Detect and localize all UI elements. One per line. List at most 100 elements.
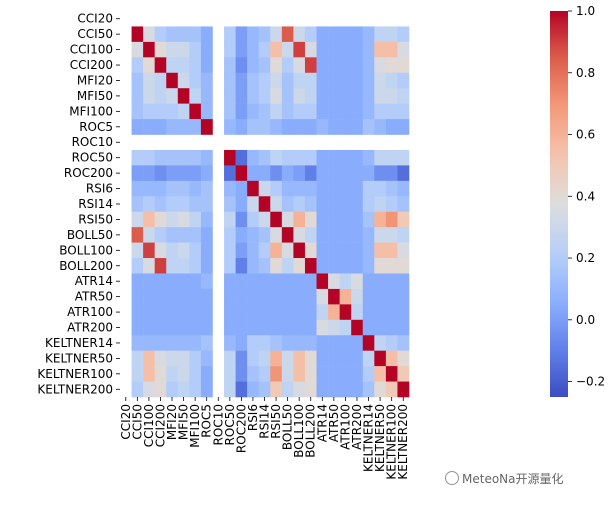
heatmap-cell bbox=[154, 304, 167, 321]
heatmap-cell bbox=[270, 72, 283, 89]
heatmap-cell bbox=[247, 149, 260, 166]
heatmap-cell bbox=[351, 196, 364, 213]
heatmap-cell bbox=[270, 350, 283, 367]
heatmap-cell bbox=[374, 273, 387, 290]
heatmap-cell bbox=[362, 335, 375, 351]
heatmap-cell bbox=[154, 211, 167, 228]
heatmap-cell bbox=[258, 211, 271, 228]
heatmap-cell bbox=[362, 149, 375, 166]
heatmap-cell bbox=[247, 57, 260, 74]
y-tick-label: MFI100 bbox=[69, 104, 113, 118]
heatmap-cell bbox=[304, 119, 317, 135]
heatmap-cell bbox=[339, 26, 352, 43]
x-tick-label: ROC200 bbox=[234, 404, 248, 453]
colorbar-tick-label: 0.0 bbox=[576, 313, 595, 327]
heatmap-cell bbox=[166, 381, 179, 398]
heatmap-cell bbox=[258, 350, 271, 367]
heatmap-cell bbox=[328, 381, 340, 398]
heatmap-cell bbox=[131, 196, 144, 213]
x-tick-label: KELTNER200 bbox=[396, 404, 410, 480]
heatmap-cell bbox=[200, 149, 213, 166]
heatmap-cell bbox=[258, 165, 271, 182]
heatmap-cell bbox=[247, 196, 260, 213]
heatmap-cell bbox=[293, 381, 306, 398]
heatmap-cell bbox=[154, 242, 167, 259]
heatmap-cell bbox=[258, 242, 271, 259]
heatmap-cell bbox=[281, 196, 294, 213]
heatmap-cell bbox=[258, 149, 271, 166]
heatmap-cell bbox=[177, 335, 190, 351]
heatmap-cell bbox=[397, 57, 410, 74]
heatmap-cell bbox=[177, 319, 190, 336]
heatmap-cell bbox=[177, 72, 190, 89]
heatmap-cell bbox=[339, 304, 352, 321]
heatmap-cell bbox=[339, 149, 352, 166]
heatmap-cell bbox=[200, 242, 213, 259]
heatmap-cell bbox=[374, 180, 387, 197]
heatmap-cell bbox=[235, 72, 248, 89]
colorbar-tick-label: 0.2 bbox=[576, 251, 595, 265]
heatmap-cell bbox=[235, 119, 248, 135]
heatmap-cell bbox=[177, 180, 190, 197]
heatmap-cell bbox=[247, 165, 260, 182]
heatmap-cell bbox=[200, 304, 213, 321]
heatmap-cell bbox=[281, 103, 294, 120]
heatmap-cell bbox=[316, 41, 329, 58]
heatmap-cell bbox=[235, 196, 248, 213]
y-tick-label: ATR100 bbox=[67, 305, 113, 319]
heatmap-cell bbox=[304, 41, 317, 58]
heatmap-cell bbox=[362, 41, 375, 58]
heatmap-cell bbox=[189, 366, 202, 382]
heatmap-cell bbox=[328, 242, 340, 259]
heatmap-cell bbox=[385, 41, 398, 58]
heatmap-cell bbox=[362, 288, 375, 305]
heatmap-cell bbox=[293, 26, 306, 43]
heatmap-cell bbox=[385, 165, 398, 182]
heatmap-cell bbox=[200, 103, 213, 120]
heatmap-cell bbox=[374, 72, 387, 89]
heatmap-cell bbox=[143, 72, 155, 89]
heatmap-cell bbox=[293, 103, 306, 120]
heatmap-cell bbox=[270, 149, 283, 166]
heatmap-cell bbox=[189, 180, 202, 197]
heatmap-cell bbox=[131, 273, 144, 290]
heatmap-cell bbox=[328, 41, 340, 58]
heatmap-cell bbox=[131, 350, 144, 367]
heatmap-cell bbox=[397, 242, 410, 259]
heatmap-cell bbox=[281, 211, 294, 228]
heatmap-cell bbox=[328, 119, 340, 135]
heatmap-cell bbox=[339, 366, 352, 382]
heatmap-cell bbox=[143, 196, 155, 213]
heatmap-cell bbox=[235, 103, 248, 120]
heatmap-cell bbox=[143, 119, 155, 135]
heatmap-cell bbox=[328, 366, 340, 382]
x-tick-label: ROC10 bbox=[211, 404, 225, 445]
heatmap-cell bbox=[131, 335, 144, 351]
colorbar-tick-label: 0.8 bbox=[576, 66, 595, 80]
heatmap-cell bbox=[224, 335, 236, 351]
heatmap-cell bbox=[281, 119, 294, 135]
heatmap-cell bbox=[293, 211, 306, 228]
heatmap-cell bbox=[374, 288, 387, 305]
heatmap-cell bbox=[362, 258, 375, 274]
heatmap-cell bbox=[166, 273, 179, 290]
heatmap-cell bbox=[247, 88, 260, 104]
heatmap-cell bbox=[339, 165, 352, 182]
heatmap-cell bbox=[224, 88, 236, 104]
heatmap-cell bbox=[154, 366, 167, 382]
heatmap-cell bbox=[166, 288, 179, 305]
heatmap-cell bbox=[293, 350, 306, 367]
heatmap-cell bbox=[339, 88, 352, 104]
heatmap-cell bbox=[293, 119, 306, 135]
heatmap-cell bbox=[247, 211, 260, 228]
heatmap-cell bbox=[397, 103, 410, 120]
heatmap-cell bbox=[397, 227, 410, 243]
x-tick-labels: CCI20CCI50CCI100CCI200MFI20MFI50MFI100RO… bbox=[119, 397, 410, 480]
heatmap-cell bbox=[351, 242, 364, 259]
y-tick-label: RSI50 bbox=[78, 212, 113, 226]
heatmap-cell bbox=[351, 149, 364, 166]
heatmap-cell bbox=[247, 180, 260, 197]
heatmap-cell bbox=[166, 196, 179, 213]
heatmap-cell bbox=[235, 273, 248, 290]
